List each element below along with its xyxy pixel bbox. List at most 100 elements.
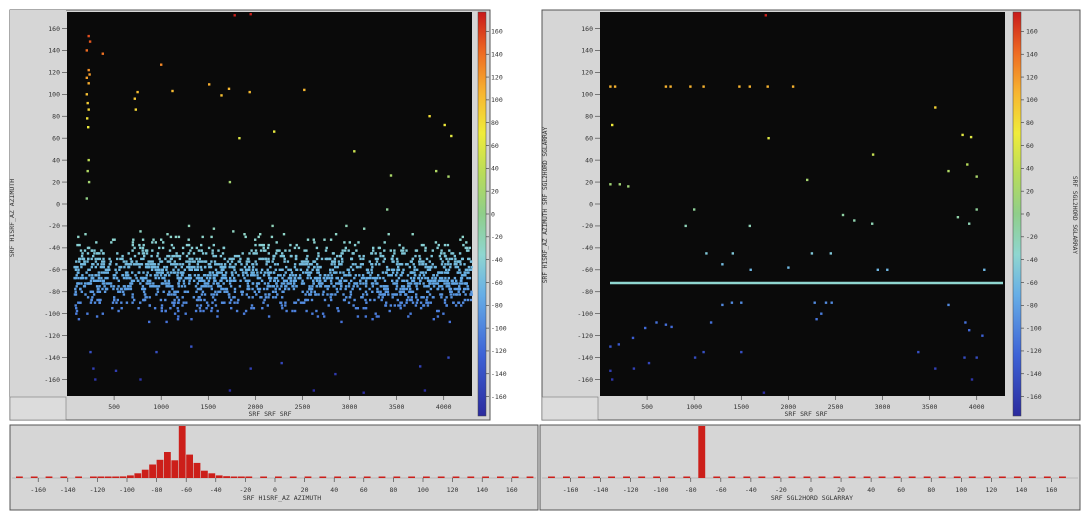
- scatter-point: [396, 271, 399, 274]
- scatter-point: [432, 296, 435, 299]
- scatter-point: [440, 263, 444, 266]
- hist-bar: [289, 476, 297, 478]
- scatter-point: [197, 276, 201, 280]
- scatter-point: [426, 304, 430, 307]
- hist-tick-label: 100: [955, 486, 967, 494]
- scatter-point: [356, 265, 359, 269]
- scatter-point: [411, 257, 415, 261]
- scatter-point: [293, 265, 297, 269]
- hist-tick-label: -100: [119, 486, 135, 494]
- hist-tick-label: -100: [653, 486, 669, 494]
- scatter-point: [151, 263, 154, 266]
- hist-tick-label: 20: [837, 486, 845, 494]
- scatter-point: [411, 279, 414, 282]
- scatter-point: [193, 260, 196, 263]
- scatter-point: [130, 260, 134, 263]
- left-x-tick-labels: 500 1000 1500 2000 2500 3000 3500 4000: [108, 396, 452, 411]
- scatter-point: [400, 301, 403, 304]
- scatter-point: [428, 115, 431, 118]
- scatter-point: [120, 301, 123, 304]
- scatter-point: [301, 290, 304, 293]
- scatter-point: [160, 268, 164, 271]
- scatter-point: [348, 271, 351, 274]
- colorbar-tick-label: 160: [491, 28, 503, 36]
- scatter-point: [947, 303, 950, 307]
- scatter-point: [179, 276, 182, 280]
- scatter-point: [243, 276, 246, 280]
- hist-bar: [923, 476, 931, 478]
- scatter-point: [391, 268, 394, 271]
- scatter-point: [350, 279, 353, 282]
- hist-bar: [452, 476, 460, 478]
- scatter-point: [450, 257, 454, 261]
- scatter-point: [169, 257, 173, 261]
- scatter-point: [369, 298, 372, 302]
- y-tick-label: 20: [585, 178, 593, 186]
- scatter-point: [316, 271, 319, 274]
- scatter-point: [330, 282, 333, 285]
- scatter-point: [158, 268, 161, 271]
- scatter-point: [195, 290, 198, 293]
- scatter-point: [381, 296, 384, 299]
- colorbar-tick-label: -140: [491, 370, 507, 378]
- scatter-point: [245, 271, 248, 274]
- scatter-point: [81, 257, 84, 261]
- scatter-point: [289, 282, 293, 285]
- scatter-point: [87, 126, 90, 129]
- scatter-point: [220, 279, 223, 282]
- scatter-point: [306, 254, 309, 258]
- scatter-point: [183, 285, 187, 288]
- scatter-point: [190, 265, 193, 269]
- scatter-point: [447, 282, 451, 285]
- scatter-point: [386, 287, 389, 291]
- scatter-point: [445, 296, 448, 299]
- scatter-point: [390, 274, 393, 277]
- left-hist-frame: [9, 424, 539, 511]
- scatter-point: [216, 309, 219, 313]
- scatter-point: [201, 260, 204, 263]
- scatter-point: [229, 279, 233, 282]
- scatter-point: [271, 224, 274, 228]
- scatter-point: [275, 276, 279, 280]
- scatter-point: [249, 13, 252, 16]
- scatter-point: [326, 287, 329, 291]
- scatter-point: [291, 285, 294, 288]
- colorbar-tick-label: 40: [1026, 165, 1034, 173]
- scatter-point: [313, 241, 316, 244]
- scatter-point: [440, 293, 444, 296]
- scatter-point: [298, 263, 302, 266]
- scatter-point: [131, 293, 134, 296]
- scatter-point: [287, 268, 290, 271]
- scatter-point: [447, 356, 450, 359]
- y-tick-label: 40: [52, 156, 60, 164]
- scatter-point: [415, 293, 418, 296]
- scatter-point: [362, 307, 365, 310]
- scatter-point: [278, 287, 281, 291]
- scatter-point: [156, 290, 160, 293]
- scatter-point: [80, 254, 84, 258]
- scatter-point: [126, 271, 129, 274]
- scatter-point: [273, 254, 276, 258]
- scatter-point: [366, 271, 369, 274]
- scatter-point: [429, 301, 432, 304]
- scatter-point: [436, 309, 439, 313]
- scatter-point: [223, 265, 227, 269]
- scatter-point: [393, 252, 396, 255]
- y-tick-label: 160: [581, 25, 593, 33]
- scatter-point: [83, 260, 86, 263]
- scatter-point: [398, 290, 402, 293]
- scatter-point: [306, 290, 309, 293]
- scatter-point: [98, 257, 102, 261]
- scatter-point: [285, 279, 288, 282]
- scatter-point: [160, 282, 164, 285]
- scatter-point: [382, 260, 385, 263]
- scatter-point: [975, 356, 978, 359]
- scatter-point: [265, 260, 268, 263]
- scatter-point: [246, 279, 250, 282]
- scatter-point: [102, 263, 106, 266]
- scatter-point: [279, 301, 283, 304]
- scatter-point: [440, 252, 443, 255]
- hist-bar: [149, 464, 156, 478]
- scatter-point: [239, 279, 242, 282]
- scatter-point: [410, 290, 414, 293]
